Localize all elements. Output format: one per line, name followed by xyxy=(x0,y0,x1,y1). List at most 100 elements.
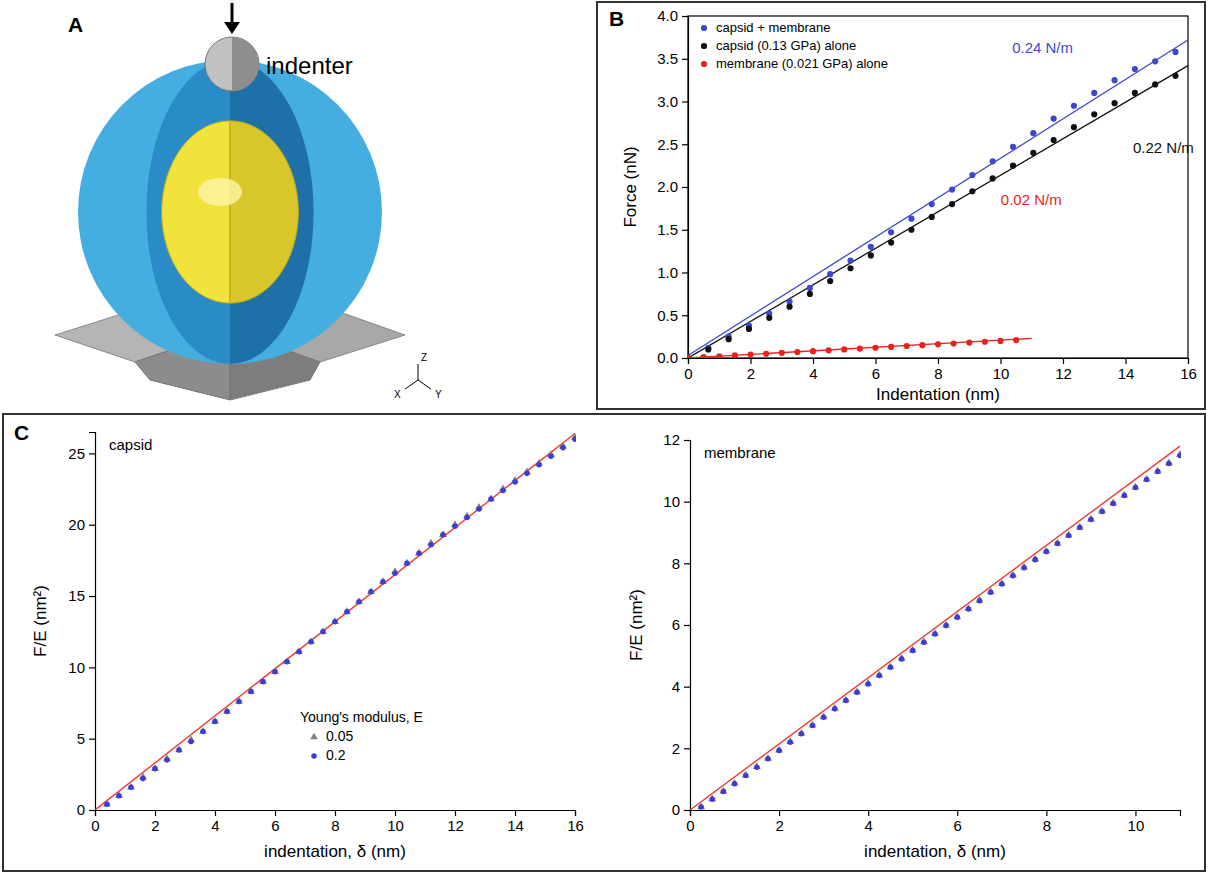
x-axis: 0246810 xyxy=(686,810,1180,834)
data-point xyxy=(708,794,716,801)
x-axis-title: indentation, δ (nm) xyxy=(264,842,406,861)
data-point xyxy=(259,677,267,684)
data-point xyxy=(908,227,914,233)
legend-entry: 0.2 xyxy=(326,747,346,763)
x-tick-label: 16 xyxy=(567,817,584,834)
data-point xyxy=(1111,77,1117,83)
y-tick-label: 6 xyxy=(672,616,680,633)
data-point xyxy=(1031,555,1039,562)
y-tick-label: 2.5 xyxy=(657,136,678,153)
data-point xyxy=(753,762,761,769)
data-point xyxy=(779,350,785,356)
data-point xyxy=(909,646,917,653)
panel-letter: B xyxy=(609,7,624,30)
y-tick-mark xyxy=(682,315,688,316)
data-point xyxy=(747,351,753,357)
data-point xyxy=(898,654,906,661)
x-axis-title: Indentation (nm) xyxy=(876,385,1000,404)
legend: Young's modulus, E0.050.2 xyxy=(300,709,423,763)
x-tick-mark xyxy=(275,810,276,816)
data-point xyxy=(942,621,950,628)
data-point xyxy=(843,698,849,704)
x-tick: 0 xyxy=(91,810,99,834)
y-tick-label: 8 xyxy=(672,555,680,572)
data-point xyxy=(807,291,813,297)
data-point xyxy=(904,343,910,349)
data-point xyxy=(732,352,738,358)
x-tick: 6 xyxy=(954,810,962,834)
y-tick-label: 0 xyxy=(672,801,680,818)
data-point xyxy=(720,787,728,794)
y-tick: 4 xyxy=(672,678,690,695)
y-tick: 2.0 xyxy=(657,178,688,195)
x-tick-mark xyxy=(1063,358,1064,364)
data-point xyxy=(875,671,883,678)
capsid-shell xyxy=(78,60,382,364)
x-axis-title: indentation, δ (nm) xyxy=(864,842,1006,861)
legend-marker xyxy=(701,61,707,67)
y-tick-mark xyxy=(89,596,95,597)
data-point xyxy=(103,800,111,807)
x-tick: 10 xyxy=(387,810,404,834)
data-point xyxy=(821,714,827,720)
x-tick-label: 8 xyxy=(1043,817,1051,834)
data-point xyxy=(331,617,339,624)
data-point xyxy=(1110,501,1116,507)
y-tick-label: 2.0 xyxy=(657,178,678,195)
fit-label: 0.22 N/m xyxy=(1133,139,1194,156)
data-point xyxy=(1133,485,1139,491)
x-tick: 6 xyxy=(271,810,279,834)
y-tick-label: 2 xyxy=(672,740,680,757)
x-tick-mark xyxy=(1135,810,1136,816)
data-point xyxy=(847,265,853,271)
y-tick: 1.0 xyxy=(657,264,688,281)
x-tick-mark xyxy=(1125,358,1126,364)
diagram: indenterXYZ xyxy=(55,3,442,400)
data-point xyxy=(367,587,375,594)
data-point xyxy=(487,495,495,502)
data-point xyxy=(1088,517,1094,523)
data-point xyxy=(910,648,916,654)
y-axis-title: Force (nN) xyxy=(621,146,640,227)
y-tick-label: 0.0 xyxy=(657,349,678,366)
y-tick-mark xyxy=(682,144,688,145)
fit-label: 0.02 N/m xyxy=(1001,191,1062,208)
data-point xyxy=(248,689,254,695)
data-point xyxy=(977,598,983,604)
legend: capsid + membranecapsid (0.13 GPa) alone… xyxy=(701,20,888,71)
data-point xyxy=(319,627,327,634)
y-axis-title: F/E (nm²) xyxy=(627,589,646,661)
data-point xyxy=(743,773,749,779)
x-tick-label: 0 xyxy=(91,817,99,834)
data-point xyxy=(999,581,1005,587)
data-point xyxy=(832,706,838,712)
membrane-face xyxy=(230,121,298,303)
data-point xyxy=(140,776,146,782)
data-point xyxy=(969,172,975,178)
data-point xyxy=(921,640,927,646)
x-tick: 2 xyxy=(747,358,755,382)
data-point xyxy=(1111,100,1117,106)
data-point xyxy=(853,687,861,694)
axis-triad xyxy=(405,380,418,389)
y-tick-mark xyxy=(684,748,690,749)
data-point xyxy=(572,436,576,442)
data-point xyxy=(726,336,732,342)
x-axis: 0246810121416 xyxy=(684,358,1197,382)
data-point xyxy=(998,579,1006,586)
data-point xyxy=(864,679,872,686)
y-tick-label: 0 xyxy=(77,801,85,818)
data-point xyxy=(343,607,351,614)
data-point xyxy=(721,789,727,795)
x-tick-mark xyxy=(215,810,216,816)
data-point xyxy=(931,629,939,636)
data-point xyxy=(452,523,458,529)
legend-entry: 0.05 xyxy=(326,728,353,744)
data-point xyxy=(488,496,494,502)
data-point xyxy=(929,214,935,220)
data-point xyxy=(1122,493,1128,499)
y-tick-mark xyxy=(682,358,688,359)
data-point xyxy=(701,354,707,358)
data-point xyxy=(560,445,566,451)
x-axis: 0246810121416 xyxy=(91,810,584,834)
